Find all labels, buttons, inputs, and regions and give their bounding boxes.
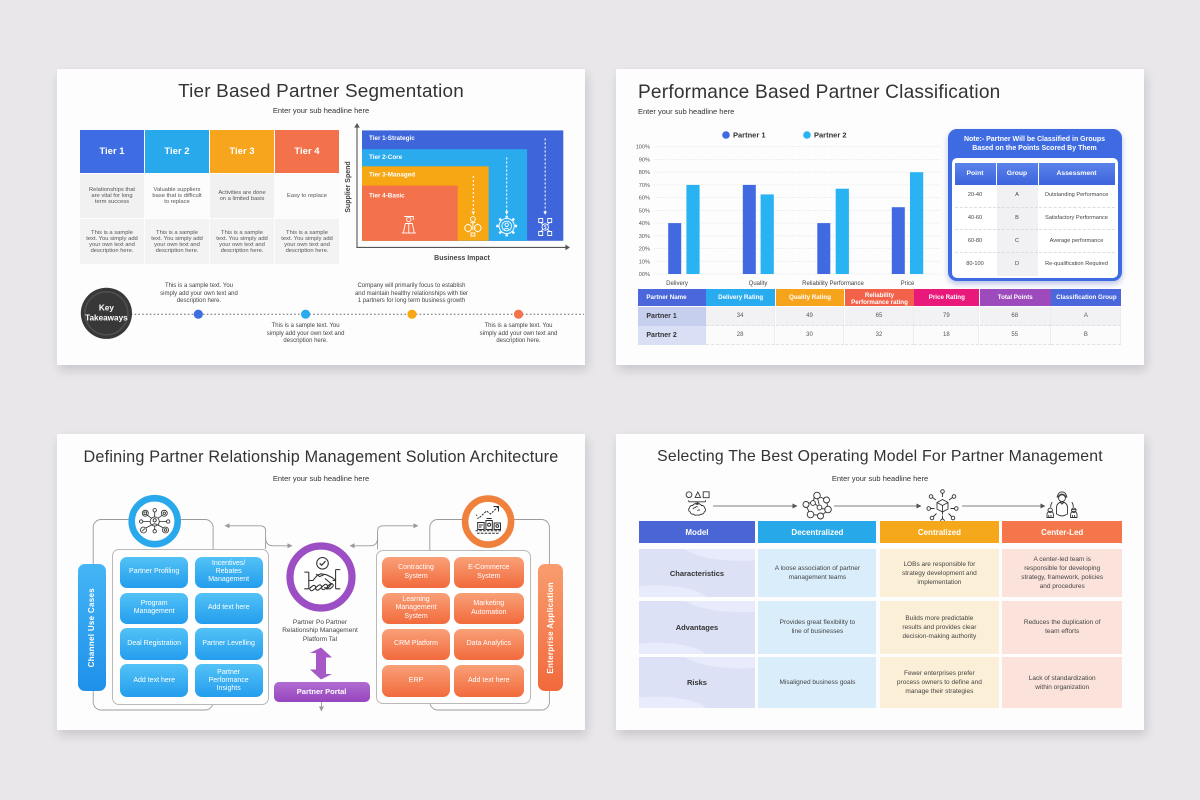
svg-text:40%: 40% [639, 221, 650, 227]
svg-text:90%: 90% [639, 157, 650, 163]
svg-text:Tier 3-Managed: Tier 3-Managed [369, 172, 415, 179]
svg-text:20%: 20% [639, 247, 650, 253]
svg-text:Tier 4-Basic: Tier 4-Basic [369, 193, 405, 200]
svg-text:Delivery: Delivery [666, 281, 688, 287]
svg-text:100%: 100% [636, 145, 650, 151]
svg-text:Quality: Quality [749, 281, 768, 287]
svg-text:80%: 80% [639, 170, 650, 176]
svg-text:70%: 70% [639, 183, 650, 189]
svg-text:50%: 50% [639, 208, 650, 214]
svg-text:Partner 1: Partner 1 [733, 131, 766, 140]
svg-text:Reliability Performance: Reliability Performance [802, 281, 864, 287]
svg-text:Takeaways: Takeaways [85, 314, 128, 323]
svg-text:Supplier Spend: Supplier Spend [345, 161, 352, 212]
svg-text:00%: 00% [639, 272, 650, 278]
svg-text:Partner 2: Partner 2 [814, 131, 847, 140]
svg-text:Tier 2-Core: Tier 2-Core [369, 154, 403, 161]
svg-text:Price: Price [901, 281, 915, 287]
svg-text:30%: 30% [639, 234, 650, 240]
svg-text:Tier 1-Strategic: Tier 1-Strategic [369, 135, 415, 142]
svg-text:Business Impact: Business Impact [434, 255, 490, 262]
svg-text:Key: Key [99, 304, 114, 313]
svg-text:10%: 10% [639, 259, 650, 265]
svg-text:$: $ [544, 225, 547, 231]
svg-text:60%: 60% [639, 196, 650, 202]
